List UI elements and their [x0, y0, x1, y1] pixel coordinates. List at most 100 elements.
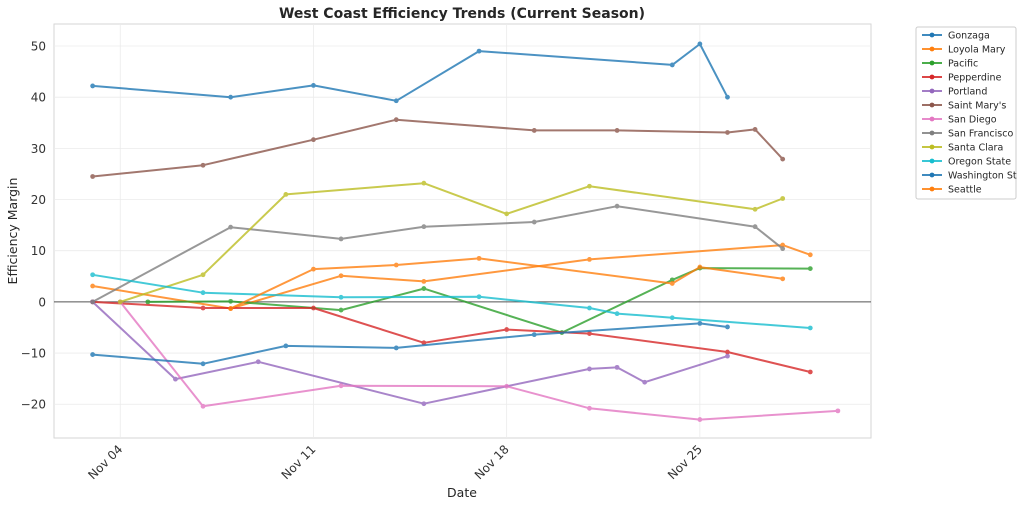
legend-item: Pepperdine [922, 73, 1002, 84]
series-seattle [228, 255, 786, 311]
data-point-portland [173, 376, 178, 382]
data-point-gonzaga [476, 48, 482, 54]
legend-item: Gonzaga [922, 31, 990, 42]
y-axis-ticks: 50 40 30 20 10 0 −10 −20 [21, 40, 46, 412]
data-point-santa-clara [283, 192, 289, 197]
legend-marker [929, 74, 935, 80]
y-tick-label: 30 [31, 142, 46, 156]
y-tick-label: −10 [21, 347, 46, 361]
data-point-loyola-mary [780, 242, 786, 248]
data-point-santa-clara [200, 272, 206, 278]
data-point-gonzaga [393, 98, 399, 104]
data-point-pepperdine [421, 340, 427, 346]
data-point-santa-clara [752, 206, 758, 212]
data-point-seattle [311, 266, 316, 272]
data-point-portland [725, 353, 730, 359]
data-point-oregon-state [669, 315, 675, 321]
data-point-pepperdine [587, 331, 592, 337]
data-point-pacific [338, 307, 344, 313]
data-point-oregon-state [587, 305, 592, 311]
data-point-pepperdine [504, 327, 510, 332]
data-point-saint-mary-s [531, 128, 537, 133]
legend-label: Gonzaga [948, 31, 990, 42]
legend-label: Loyola Mary [948, 45, 1006, 56]
data-point-washington-st [393, 345, 399, 351]
legend: Gonzaga Loyola Mary Pacific Pepperdine Portl… [915, 26, 1017, 200]
data-point-san-diego [504, 383, 510, 389]
data-point-portland [587, 366, 592, 372]
legend-item: Pacific [922, 59, 978, 70]
data-point-portland [421, 401, 427, 407]
data-point-gonzaga [228, 94, 234, 100]
data-point-gonzaga [697, 41, 703, 47]
data-point-oregon-state [338, 294, 344, 300]
data-point-pacific [228, 298, 234, 304]
data-point-portland [255, 359, 261, 365]
y-tick-label: −20 [21, 398, 46, 412]
data-point-saint-mary-s [311, 137, 316, 143]
data-point-oregon-state [90, 272, 96, 278]
y-tick-label: 40 [31, 91, 46, 105]
legend-marker [929, 144, 935, 150]
plot-area [53, 23, 872, 439]
data-point-oregon-state [200, 290, 206, 296]
chart-title: West Coast Efficiency Trends (Current Se… [279, 6, 645, 22]
data-point-seattle [393, 262, 399, 268]
data-point-seattle [669, 281, 675, 286]
series-line-gonzaga [92, 43, 729, 102]
legend-label: Seattle [948, 185, 982, 196]
data-point-san-diego [835, 408, 841, 414]
legend-item: Seattle [922, 185, 982, 196]
legend-marker [929, 116, 935, 122]
data-point-saint-mary-s [90, 174, 96, 179]
data-point-san-diego [338, 383, 344, 389]
legend-marker [929, 172, 935, 178]
y-tick-label: 10 [31, 244, 46, 258]
y-tick-label: 50 [31, 40, 46, 54]
data-point-san-francisco [752, 224, 758, 230]
series-line-oregon-state [92, 273, 811, 329]
legend-label: Santa Clara [948, 143, 1003, 154]
data-point-seattle [697, 264, 703, 270]
data-point-loyola-mary [90, 283, 96, 289]
data-point-seattle [780, 276, 786, 282]
data-point-washington-st [200, 361, 206, 367]
data-point-santa-clara [780, 196, 786, 201]
data-point-washington-st [697, 320, 703, 326]
grid [54, 24, 871, 438]
legend-label: San Francisco [948, 129, 1013, 140]
legend-marker [929, 88, 935, 94]
legend-item: Saint Mary's [922, 101, 1006, 112]
data-point-santa-clara [504, 211, 510, 217]
legend-marker [929, 158, 935, 164]
data-point-loyola-mary [338, 273, 344, 279]
data-point-pepperdine [200, 305, 206, 311]
data-point-san-francisco [614, 203, 620, 209]
data-point-pacific [669, 277, 675, 283]
legend-frame [915, 26, 1017, 200]
legend-marker [929, 32, 935, 38]
data-point-san-francisco [338, 236, 344, 242]
legend-label: San Diego [948, 115, 997, 126]
legend-marker [929, 186, 935, 192]
data-point-gonzaga [90, 83, 96, 89]
data-point-santa-clara [117, 299, 123, 305]
data-point-gonzaga [311, 83, 316, 88]
data-point-san-diego [200, 403, 206, 409]
data-point-portland [642, 379, 648, 385]
legend-label: Pacific [948, 59, 978, 70]
legend-label: Washington St [948, 171, 1017, 182]
data-point-saint-mary-s [780, 156, 786, 162]
legend-label: Pepperdine [948, 73, 1002, 84]
data-point-san-francisco [421, 224, 427, 230]
data-point-oregon-state [807, 325, 813, 331]
series-gonzaga [90, 41, 730, 104]
legend-marker [929, 102, 935, 108]
data-point-santa-clara [421, 180, 427, 186]
legend-marker [929, 46, 935, 52]
series-layer [90, 41, 841, 422]
y-axis-label: Efficiency Margin [5, 178, 20, 285]
series-line-pepperdine [92, 300, 811, 373]
data-point-saint-mary-s [614, 128, 620, 133]
data-point-san-francisco [228, 224, 234, 230]
